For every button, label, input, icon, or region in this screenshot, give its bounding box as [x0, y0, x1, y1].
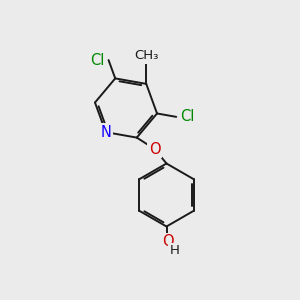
Text: O: O — [162, 234, 174, 249]
Text: CH₃: CH₃ — [134, 50, 158, 62]
Text: Cl: Cl — [180, 110, 195, 124]
Text: Cl: Cl — [90, 52, 104, 68]
Text: O: O — [149, 142, 161, 157]
Text: H: H — [170, 244, 179, 257]
Text: N: N — [100, 124, 111, 140]
